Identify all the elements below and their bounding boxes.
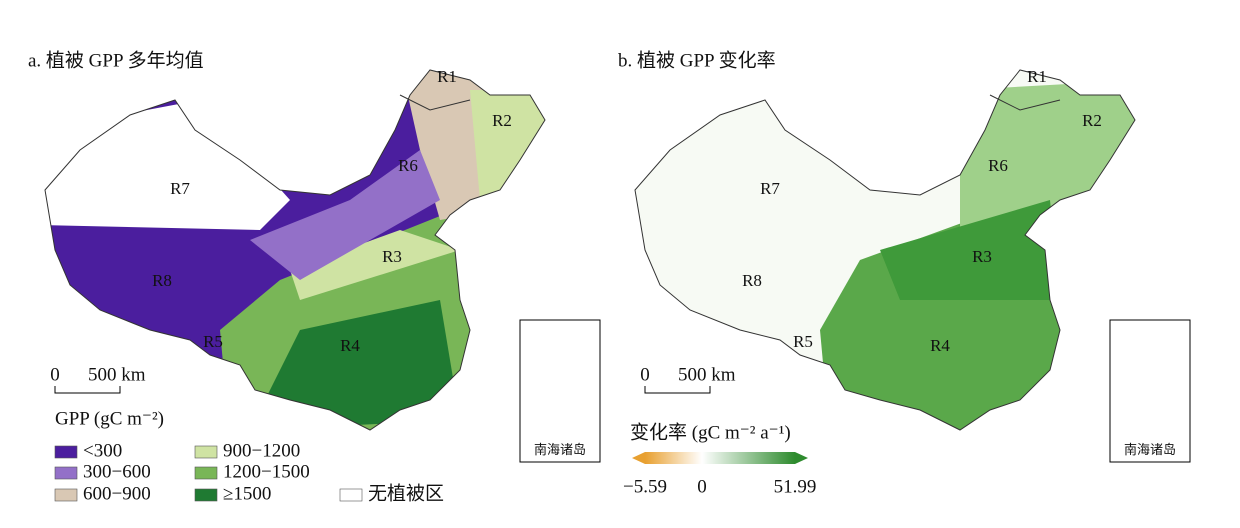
region-label: R2 bbox=[492, 111, 512, 130]
region-label: R5 bbox=[793, 332, 813, 351]
region-label: R3 bbox=[382, 247, 402, 266]
colorbar-arrow bbox=[632, 452, 645, 464]
legend-label: <300 bbox=[83, 440, 122, 461]
region-label: R8 bbox=[742, 271, 762, 290]
colorbar-tick-label: 0 bbox=[697, 476, 707, 497]
region-label: R7 bbox=[170, 179, 190, 198]
scale-label: 500 km bbox=[678, 364, 736, 385]
boundaries bbox=[44, 69, 1136, 431]
region-label: R1 bbox=[437, 67, 457, 86]
legend-label: 600−900 bbox=[83, 483, 151, 504]
legend-swatch bbox=[339, 488, 363, 502]
legend-label: 1200−1500 bbox=[223, 461, 310, 482]
legend-swatch bbox=[54, 488, 78, 502]
inset-label: 南海诸岛 bbox=[1124, 442, 1176, 457]
region-label: R6 bbox=[988, 156, 1008, 175]
legend-label: 300−600 bbox=[83, 461, 151, 482]
legend-swatch bbox=[194, 466, 218, 480]
map-a bbox=[45, 70, 545, 430]
region-label: R6 bbox=[398, 156, 418, 175]
legend-swatch bbox=[194, 445, 218, 459]
map-b bbox=[635, 70, 1135, 430]
colorbar-tick-label: −5.59 bbox=[623, 476, 667, 497]
region-label: R3 bbox=[972, 247, 992, 266]
legend-swatch bbox=[194, 488, 218, 502]
region-label: R2 bbox=[1082, 111, 1102, 130]
scale-label: 500 km bbox=[88, 364, 146, 385]
region-label: R4 bbox=[930, 336, 950, 355]
region-label: R5 bbox=[203, 332, 223, 351]
legend-label: ≥1500 bbox=[223, 483, 271, 504]
legend-title: 变化率 (gC m⁻² a⁻¹) bbox=[630, 421, 791, 443]
region-label: R7 bbox=[760, 179, 780, 198]
colorbar-tick-label: 51.99 bbox=[774, 476, 817, 497]
colorbar bbox=[645, 452, 795, 464]
legend-swatch bbox=[54, 466, 78, 480]
region-label: R8 bbox=[152, 271, 172, 290]
scale-zero: 0 bbox=[50, 364, 60, 385]
panel-title: b. 植被 GPP 变化率 bbox=[618, 49, 776, 71]
inset-label: 南海诸岛 bbox=[534, 442, 586, 457]
legend-label: 无植被区 bbox=[368, 482, 444, 504]
scale-bar bbox=[644, 386, 711, 394]
scale-bar bbox=[54, 386, 121, 394]
region-label: R4 bbox=[340, 336, 360, 355]
legend-label: 900−1200 bbox=[223, 440, 300, 461]
inset-frame bbox=[519, 319, 601, 463]
colorbar-arrow bbox=[795, 452, 808, 464]
scale-zero: 0 bbox=[640, 364, 650, 385]
legend-title: GPP (gC m⁻²) bbox=[55, 408, 164, 429]
panel-title: a. 植被 GPP 多年均值 bbox=[28, 49, 204, 71]
inset-frame bbox=[1109, 319, 1191, 463]
region-label: R1 bbox=[1027, 67, 1047, 86]
legend-swatch bbox=[54, 445, 78, 459]
